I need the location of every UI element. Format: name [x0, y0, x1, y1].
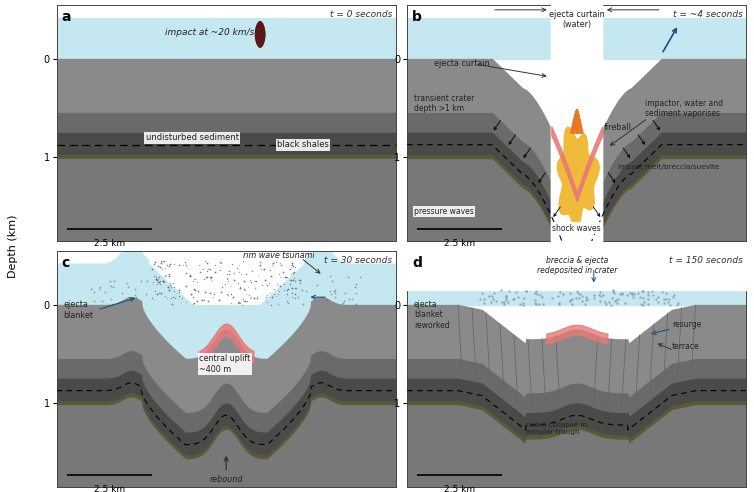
- Text: rebound: rebound: [210, 475, 243, 484]
- Text: 2.5 km: 2.5 km: [93, 239, 124, 248]
- Text: b: b: [412, 10, 422, 24]
- Text: breccia & ejecta
redeposited in crater: breccia & ejecta redeposited in crater: [537, 256, 617, 275]
- Text: ejecta curtain: ejecta curtain: [434, 60, 490, 68]
- Text: t = 150 seconds: t = 150 seconds: [670, 256, 743, 265]
- Text: central uplift
~400 m: central uplift ~400 m: [199, 354, 250, 374]
- Text: impactor, water and
sediment vaporises: impactor, water and sediment vaporises: [645, 98, 722, 118]
- Text: radial collapse in
annular trough: radial collapse in annular trough: [526, 422, 587, 434]
- Text: ejecta
blanket: ejecta blanket: [63, 300, 93, 320]
- Text: pressure waves: pressure waves: [414, 207, 474, 216]
- Text: transient crater
depth >1 km: transient crater depth >1 km: [414, 93, 474, 113]
- Circle shape: [256, 22, 265, 47]
- Text: d: d: [412, 256, 422, 270]
- Text: ejecta
blanket
reworked: ejecta blanket reworked: [414, 300, 449, 330]
- Text: t = ~4 seconds: t = ~4 seconds: [673, 10, 743, 19]
- Text: a: a: [62, 10, 71, 24]
- Text: impact at ~20 km/s: impact at ~20 km/s: [165, 28, 255, 37]
- Text: resurge: resurge: [672, 320, 701, 329]
- Text: t = 30 seconds: t = 30 seconds: [324, 256, 392, 265]
- Text: fireball: fireball: [604, 123, 632, 132]
- Polygon shape: [557, 127, 599, 228]
- Text: 2.5 km: 2.5 km: [444, 239, 475, 248]
- Text: impact melt/breccia/suevite: impact melt/breccia/suevite: [618, 164, 719, 170]
- Text: 2.5 km: 2.5 km: [93, 485, 124, 492]
- Text: ejecta curtain
(water): ejecta curtain (water): [549, 10, 605, 29]
- Text: black shales: black shales: [277, 140, 329, 149]
- Text: c: c: [62, 256, 70, 270]
- Text: shock waves: shock waves: [553, 224, 601, 233]
- Text: undisturbed sediment: undisturbed sediment: [146, 133, 239, 142]
- Text: t = 0 seconds: t = 0 seconds: [330, 10, 392, 19]
- Text: rim wave tsunami: rim wave tsunami: [243, 251, 314, 260]
- Text: Depth (km): Depth (km): [8, 214, 17, 278]
- Text: 2.5 km: 2.5 km: [444, 485, 475, 492]
- Text: terrace: terrace: [672, 342, 700, 351]
- Ellipse shape: [256, 24, 265, 45]
